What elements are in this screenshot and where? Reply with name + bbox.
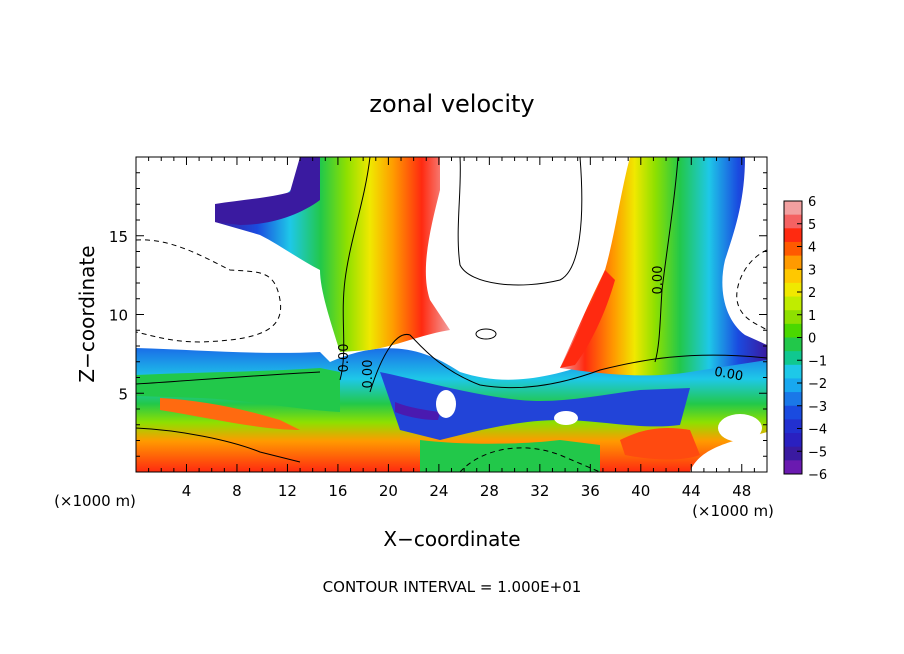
contour-label: 0.00 bbox=[713, 365, 744, 385]
colorbar-swatch bbox=[784, 241, 802, 257]
colorbar-tick-label: −1 bbox=[808, 354, 827, 369]
colorbar: 6 5 4 3 2 1 0 −1 −2 −3 −4 −5 −6 bbox=[783, 195, 827, 483]
contour-label: 0.00 bbox=[361, 360, 376, 389]
colorbar-tick-label: 2 bbox=[808, 286, 816, 301]
x-tick-label: 8 bbox=[232, 482, 242, 500]
colorbar-tick-label: 5 bbox=[808, 218, 816, 233]
colorbar-tick-label: 4 bbox=[808, 241, 816, 256]
contour-interval-note: CONTOUR INTERVAL = 1.000E+01 bbox=[323, 578, 582, 596]
colorbar-swatch bbox=[784, 228, 802, 243]
colorbar-tick-label: −6 bbox=[808, 468, 827, 483]
x-tick-label: 28 bbox=[480, 482, 499, 500]
colorbar-swatch bbox=[784, 419, 802, 434]
colorbar-swatch bbox=[784, 337, 802, 352]
colorbar-tick-label: 3 bbox=[808, 263, 816, 278]
x-unit-label-left: (×1000 m) bbox=[54, 492, 136, 510]
x-unit-label-right: (×1000 m) bbox=[692, 502, 774, 520]
x-tick-label: 44 bbox=[682, 482, 701, 500]
contour-label: 0.00 bbox=[651, 266, 666, 295]
y-axis-title: Z−coordinate bbox=[75, 245, 99, 382]
chart-title: zonal velocity bbox=[369, 90, 534, 118]
colorbar-swatch bbox=[784, 392, 802, 407]
colorbar-tick-label: 1 bbox=[808, 309, 816, 324]
colorbar-swatch bbox=[784, 364, 802, 379]
x-tick-label: 4 bbox=[182, 482, 192, 500]
heatmap-field bbox=[136, 157, 767, 472]
x-tick-label: 32 bbox=[530, 482, 549, 500]
colorbar-swatch bbox=[784, 310, 802, 325]
colorbar-tick-label: −3 bbox=[808, 400, 827, 415]
colorbar-swatch bbox=[784, 323, 802, 338]
x-tick-label: 40 bbox=[631, 482, 650, 500]
contour-lines bbox=[136, 157, 767, 472]
colorbar-swatch bbox=[784, 214, 802, 229]
colorbar-tick-label: 6 bbox=[808, 195, 816, 210]
contour-labels: 0.00 0.00 0.00 0.00 bbox=[337, 266, 744, 389]
colorbar-swatch bbox=[784, 351, 802, 366]
colorbar-swatch bbox=[784, 282, 802, 298]
x-tick-label: 24 bbox=[429, 482, 448, 500]
colorbar-swatch bbox=[784, 255, 802, 270]
x-tick-label: 48 bbox=[732, 482, 751, 500]
colorbar-swatch bbox=[784, 433, 802, 448]
colorbar-tick-label: 0 bbox=[808, 332, 816, 347]
y-tick-label: 10 bbox=[109, 307, 128, 325]
colorbar-swatch bbox=[784, 446, 802, 461]
y-tick-label: 15 bbox=[109, 228, 128, 246]
x-tick-label: 20 bbox=[379, 482, 398, 500]
colorbar-swatch bbox=[784, 296, 802, 311]
contour-label: 0.00 bbox=[337, 344, 352, 373]
colorbar-swatch bbox=[784, 201, 802, 216]
x-tick-label: 36 bbox=[581, 482, 600, 500]
y-tick-label: 5 bbox=[118, 385, 128, 403]
right-jet bbox=[560, 157, 767, 376]
x-axis-title: X−coordinate bbox=[383, 527, 520, 551]
colorbar-tick-label: −4 bbox=[808, 423, 827, 438]
colorbar-swatch bbox=[784, 460, 802, 475]
colorbar-tick-label: −5 bbox=[808, 445, 827, 460]
y-axis: 5 10 15 bbox=[109, 172, 767, 457]
colorbar-tick-label: −2 bbox=[808, 377, 827, 392]
colorbar-swatch bbox=[784, 405, 802, 420]
colorbar-swatch bbox=[784, 378, 802, 393]
colorbar-swatch bbox=[784, 269, 802, 284]
x-axis: 4 8 12 16 20 24 28 32 36 40 44 48 bbox=[148, 157, 755, 500]
x-tick-label: 16 bbox=[328, 482, 347, 500]
x-tick-label: 12 bbox=[278, 482, 297, 500]
